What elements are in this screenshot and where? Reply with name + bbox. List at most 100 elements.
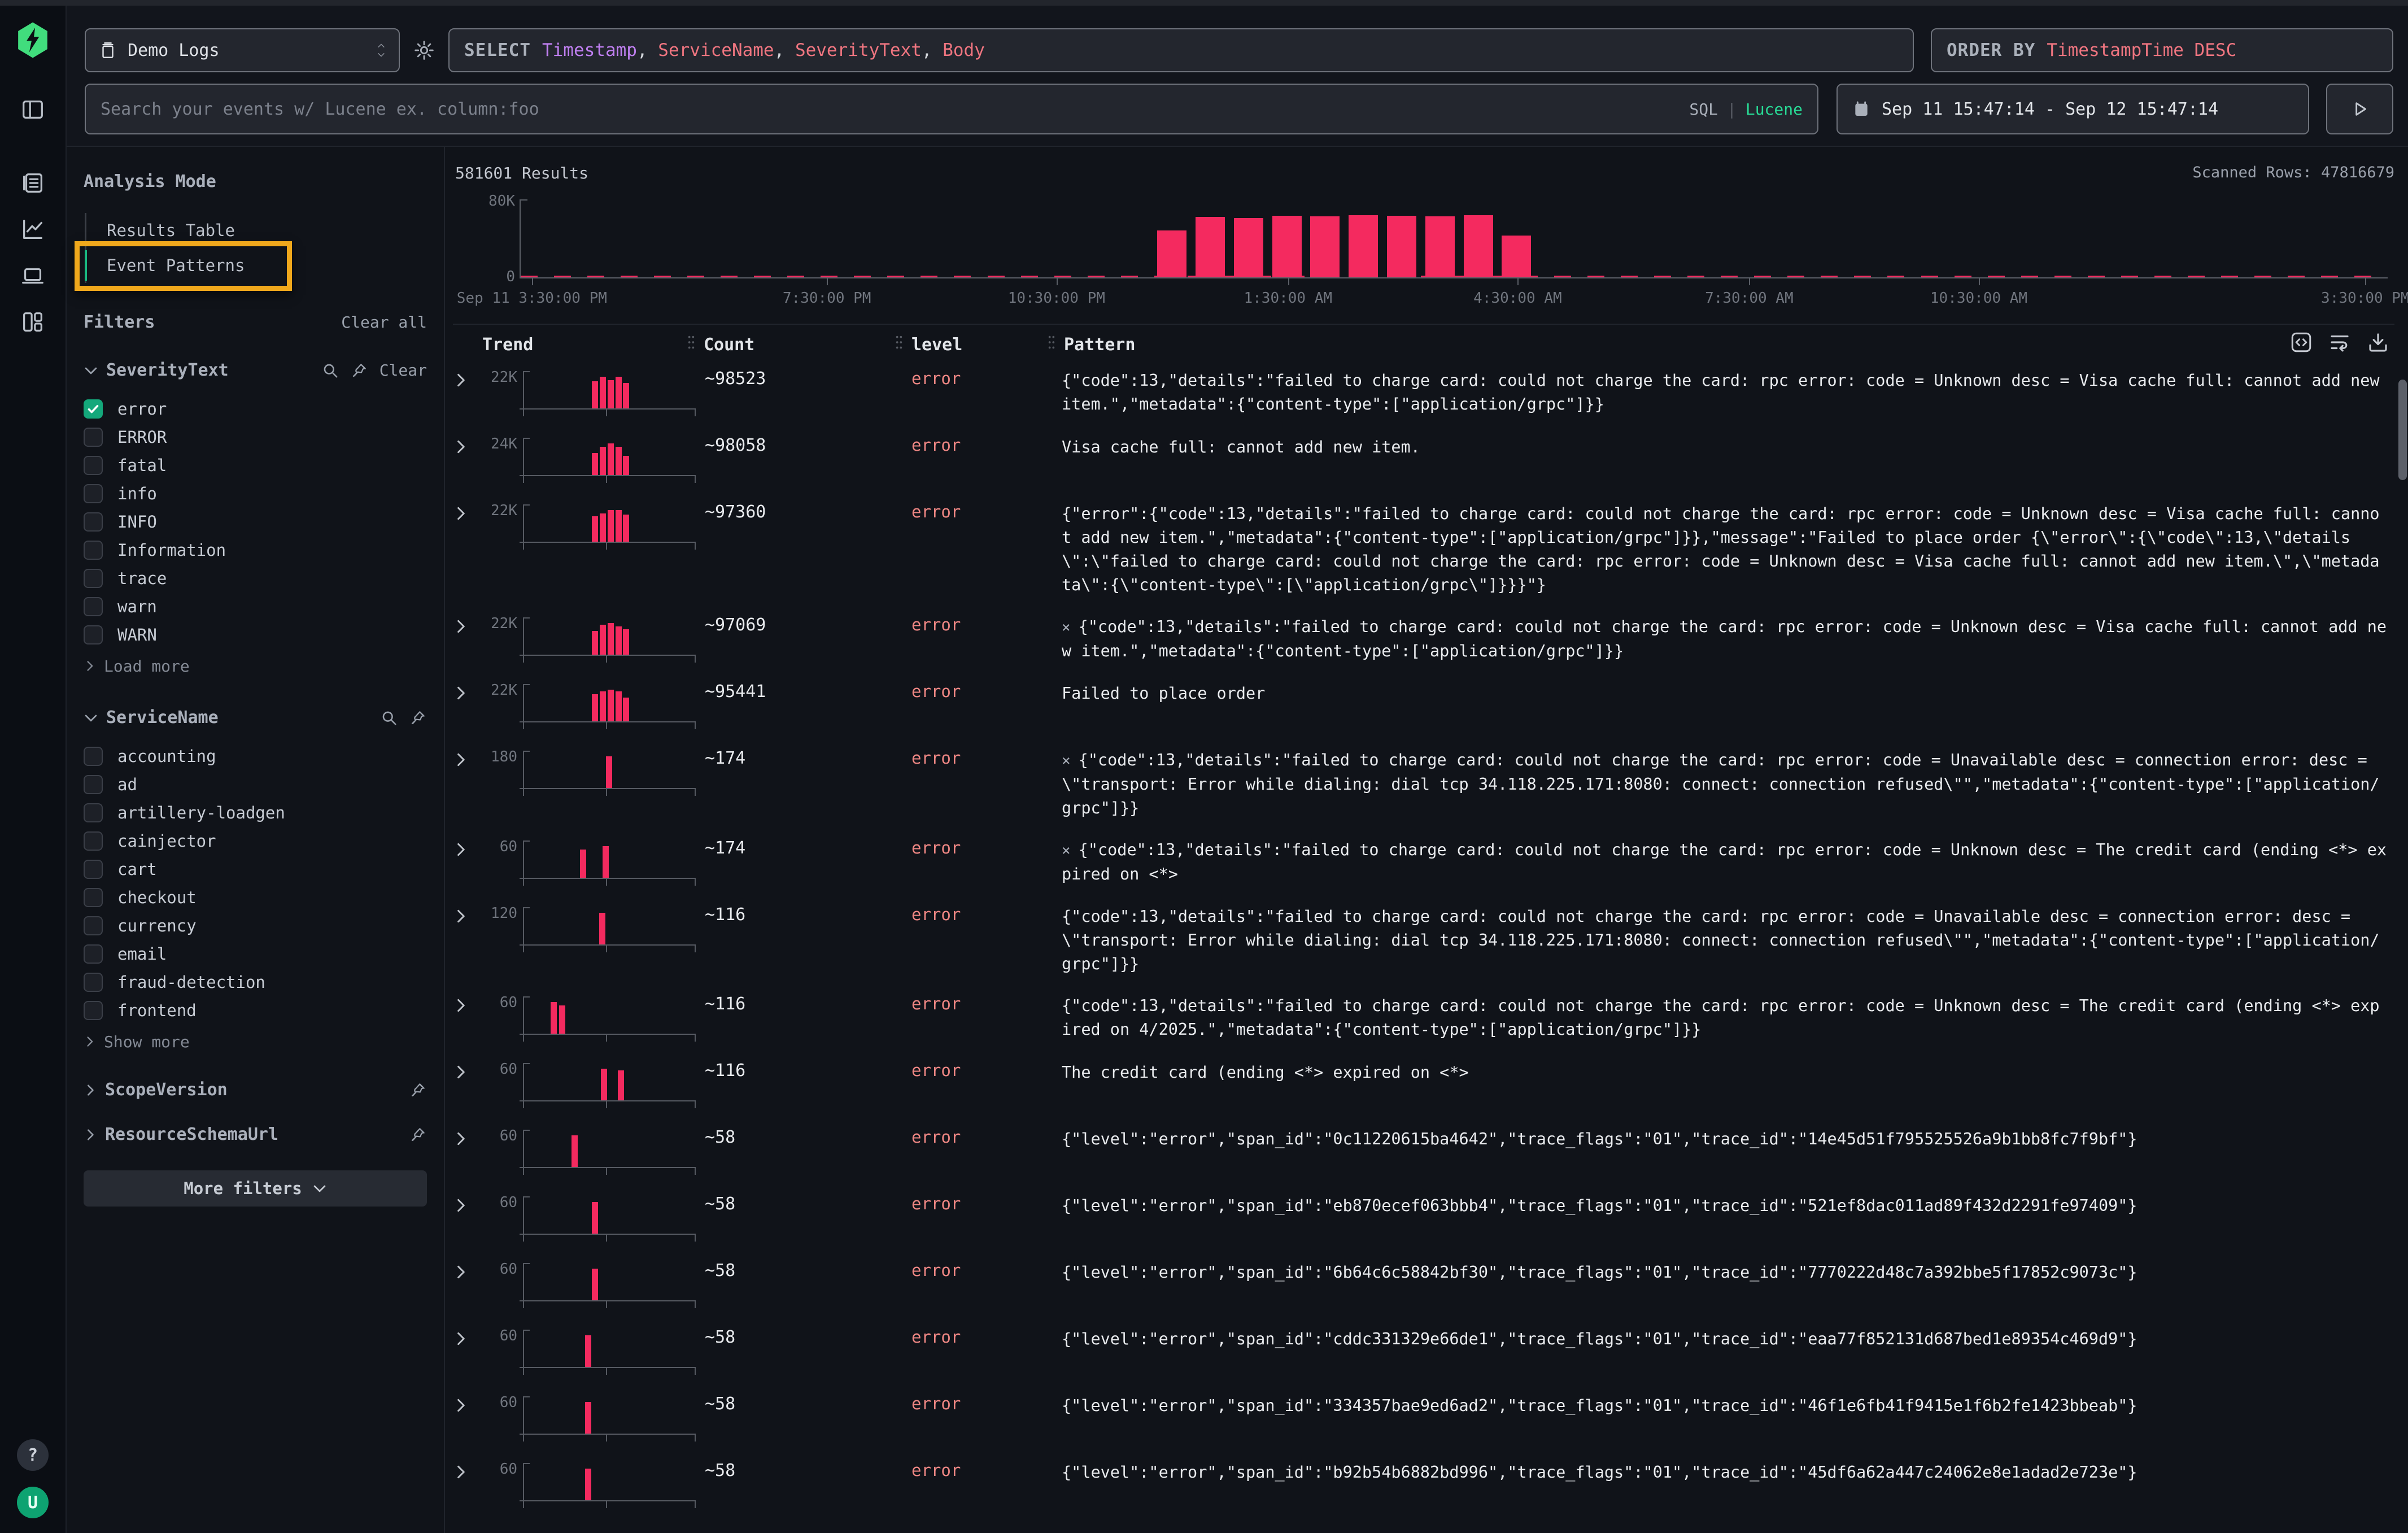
nav-search-logs[interactable] xyxy=(18,168,47,198)
expand-row-button[interactable] xyxy=(453,1327,480,1376)
pattern-row[interactable]: 22K ~97069 error × {"code":13,"details":"fai… xyxy=(453,606,2394,673)
expand-row-button[interactable] xyxy=(453,435,480,484)
pattern-row[interactable]: 22K ~98523 error {"code":13,"details":"fail… xyxy=(453,360,2394,426)
expand-row-button[interactable] xyxy=(453,1194,480,1243)
view-source-icon[interactable] xyxy=(2289,330,2313,354)
filter-group-header-resourceschemaurl[interactable]: ResourceSchemaUrl xyxy=(84,1125,427,1144)
filter-option-warn[interactable]: WARN xyxy=(84,621,427,649)
more-filters-button[interactable]: More filters xyxy=(84,1170,427,1207)
checkbox[interactable] xyxy=(84,399,103,419)
checkbox[interactable] xyxy=(84,747,103,766)
clear-filter-link[interactable]: Clear xyxy=(379,361,427,380)
nav-chart-explorer[interactable] xyxy=(18,215,47,244)
analysis-mode-event-patterns[interactable]: Event Patterns xyxy=(75,241,292,291)
filter-option-error[interactable]: ERROR xyxy=(84,423,427,451)
filter-option-cainjector[interactable]: cainjector xyxy=(84,827,427,855)
pattern-row[interactable]: 120 ~116 error {"code":13,"details":"failed… xyxy=(453,896,2394,985)
pin-icon[interactable] xyxy=(409,709,427,727)
source-settings-button[interactable] xyxy=(400,39,448,62)
expand-row-button[interactable] xyxy=(453,1394,480,1443)
search-input[interactable]: Search your events w/ Lucene ex. column:… xyxy=(85,84,1818,134)
checkbox[interactable] xyxy=(84,541,103,560)
checkbox[interactable] xyxy=(84,456,103,475)
source-selector[interactable]: Demo Logs xyxy=(85,28,400,72)
checkbox[interactable] xyxy=(84,916,103,935)
date-range-picker[interactable]: Sep 11 15:47:14 - Sep 12 15:47:14 xyxy=(1836,84,2309,134)
pattern-row[interactable]: 60 ~58 error {"level":"error","span_id":"b9… xyxy=(453,1452,2394,1518)
filter-option-accounting[interactable]: accounting xyxy=(84,742,427,770)
expand-row-button[interactable] xyxy=(453,369,480,417)
filter-option-cart[interactable]: cart xyxy=(84,855,427,883)
checkbox[interactable] xyxy=(84,484,103,503)
pin-icon[interactable] xyxy=(409,1081,427,1099)
filter-option-email[interactable]: email xyxy=(84,940,427,968)
filter-option-error[interactable]: error xyxy=(84,395,427,423)
checkbox[interactable] xyxy=(84,831,103,851)
expand-row-button[interactable] xyxy=(453,994,480,1043)
filter-option-info[interactable]: info xyxy=(84,480,427,508)
checkbox[interactable] xyxy=(84,428,103,447)
download-icon[interactable] xyxy=(2366,330,2390,354)
select-query-input[interactable]: SELECT Timestamp, ServiceName, SeverityT… xyxy=(448,28,1914,72)
pin-icon[interactable] xyxy=(409,1126,427,1144)
pattern-row[interactable]: 60 ~58 error {"level":"error","span_id":"33… xyxy=(453,1385,2394,1452)
expand-row-button[interactable] xyxy=(453,905,480,976)
checkbox[interactable] xyxy=(84,888,103,907)
filter-option-ad[interactable]: ad xyxy=(84,770,427,799)
help-button[interactable]: ? xyxy=(17,1439,49,1471)
filter-group-header-servicename[interactable]: ServiceName xyxy=(84,708,427,728)
filter-option-checkout[interactable]: checkout xyxy=(84,883,427,912)
user-avatar[interactable]: U xyxy=(17,1487,49,1518)
filter-option-info[interactable]: INFO xyxy=(84,508,427,536)
expand-row-button[interactable] xyxy=(453,1061,480,1109)
hyperdx-logo-icon[interactable] xyxy=(15,20,50,60)
order-by-input[interactable]: ORDER BY TimestampTime DESC xyxy=(1931,28,2393,72)
search-icon[interactable] xyxy=(322,362,339,379)
load-more-link[interactable]: Load more xyxy=(84,652,427,680)
pattern-row[interactable]: 22K ~95441 error Failed to place order xyxy=(453,673,2394,739)
nav-dashboards[interactable] xyxy=(18,307,47,337)
checkbox[interactable] xyxy=(84,569,103,588)
column-resize-handle[interactable] xyxy=(1047,333,1056,352)
pattern-row[interactable]: 60 ~58 error {"level":"error","span_id":"0c… xyxy=(453,1118,2394,1185)
filter-option-currency[interactable]: currency xyxy=(84,912,427,940)
run-query-button[interactable] xyxy=(2326,84,2393,134)
histogram-plot[interactable]: 80K 0 Sep 11 3:30:00 PM 7:30:00 PM 10:30:0… xyxy=(457,193,2408,307)
filter-option-warn[interactable]: warn xyxy=(84,593,427,621)
filter-option-trace[interactable]: trace xyxy=(84,564,427,593)
wrap-lines-icon[interactable] xyxy=(2328,330,2352,354)
expand-row-button[interactable] xyxy=(453,1461,480,1509)
filter-option-fraud-detection[interactable]: fraud-detection xyxy=(84,968,427,996)
show-more-link[interactable]: Show more xyxy=(84,1028,427,1055)
filter-group-header-scopeversion[interactable]: ScopeVersion xyxy=(84,1080,427,1100)
pattern-row[interactable]: 60 ~174 error × {"code":13,"details":"failed… xyxy=(453,829,2394,896)
expand-row-button[interactable] xyxy=(453,615,480,664)
search-icon[interactable] xyxy=(381,709,398,726)
expand-row-button[interactable] xyxy=(453,1261,480,1309)
checkbox[interactable] xyxy=(84,597,103,616)
nav-sessions[interactable] xyxy=(18,261,47,290)
pattern-row[interactable]: 60 ~116 error {"code":13,"details":"failed … xyxy=(453,985,2394,1052)
expand-row-button[interactable] xyxy=(453,838,480,887)
filter-option-artillery-loadgen[interactable]: artillery-loadgen xyxy=(84,799,427,827)
checkbox[interactable] xyxy=(84,512,103,532)
expand-row-button[interactable] xyxy=(453,682,480,730)
expand-row-button[interactable] xyxy=(453,748,480,820)
collapse-sidebar-button[interactable] xyxy=(18,95,47,124)
mode-sql[interactable]: SQL xyxy=(1689,99,1718,119)
checkbox[interactable] xyxy=(84,1001,103,1020)
pattern-row[interactable]: 22K ~97360 error {"error":{"code":13,"detai… xyxy=(453,493,2394,606)
checkbox[interactable] xyxy=(84,973,103,992)
pin-icon[interactable] xyxy=(350,362,368,380)
pattern-row[interactable]: 180 ~174 error × {"code":13,"details":"faile… xyxy=(453,739,2394,829)
vertical-scrollbar[interactable] xyxy=(2398,380,2407,480)
filter-option-frontend[interactable]: frontend xyxy=(84,996,427,1025)
mode-lucene[interactable]: Lucene xyxy=(1745,99,1803,119)
pattern-row[interactable]: 60 ~58 error {"level":"error","span_id":"eb… xyxy=(453,1185,2394,1252)
column-resize-handle[interactable] xyxy=(687,333,696,352)
filter-option-information[interactable]: Information xyxy=(84,536,427,564)
filter-group-header-severitytext[interactable]: SeverityText Clear xyxy=(84,360,427,380)
expand-row-button[interactable] xyxy=(453,1127,480,1176)
analysis-mode-results-table[interactable]: Results Table xyxy=(86,213,283,248)
pattern-row[interactable]: 60 ~58 error {"level":"error","span_id":"cd… xyxy=(453,1318,2394,1385)
